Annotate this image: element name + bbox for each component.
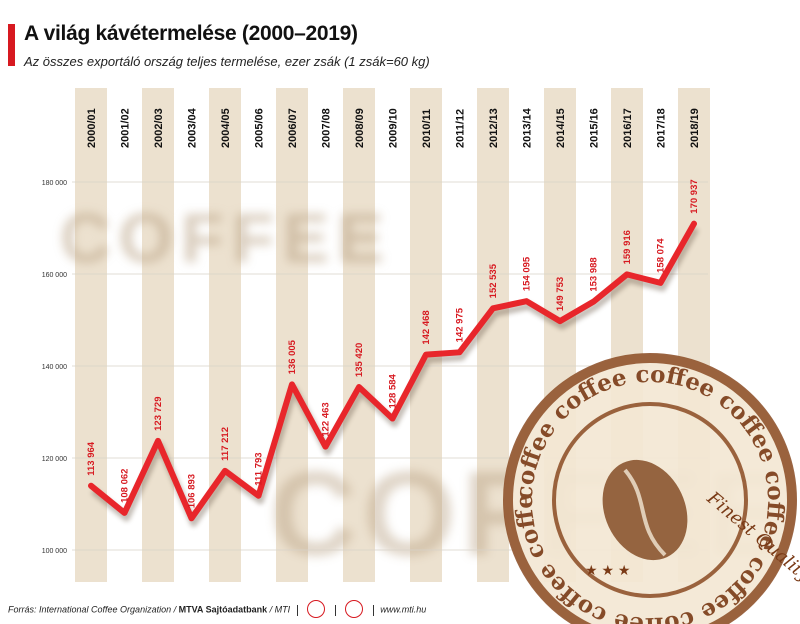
data-label: 111 793 xyxy=(254,452,265,485)
y-tick-label: 180 000 xyxy=(42,180,67,187)
data-label: 152 535 xyxy=(488,263,499,298)
website-link[interactable]: www.mti.hu xyxy=(380,604,427,615)
column-band xyxy=(142,88,174,582)
data-point xyxy=(257,494,260,497)
data-point xyxy=(391,417,394,420)
footer-source: Forrás: International Coffee Organizatio… xyxy=(8,600,427,619)
data-label: 142 468 xyxy=(421,310,432,344)
data-point xyxy=(123,511,126,514)
x-tick-label: 2002/03 xyxy=(153,108,165,148)
series-line-shadow xyxy=(90,226,700,527)
agency-text: MTVA Sajtóadatbank xyxy=(178,604,268,615)
data-point xyxy=(626,273,628,276)
chart-title: A világ kávétermelése (2000–2019) xyxy=(24,22,358,45)
data-label: 128 584 xyxy=(388,373,399,408)
separator xyxy=(334,604,336,616)
data-point xyxy=(324,445,327,448)
background-watermark-text: COFFEE xyxy=(60,199,392,277)
data-label: 159 916 xyxy=(622,230,633,264)
data-label: 158 074 xyxy=(656,238,667,273)
data-label: 113 964 xyxy=(86,441,97,476)
data-label: 135 420 xyxy=(354,343,365,377)
x-tick-label: 2003/04 xyxy=(187,107,199,148)
x-tick-label: 2015/16 xyxy=(589,108,601,148)
y-tick-label: 120 000 xyxy=(42,456,67,463)
column-band xyxy=(276,88,308,582)
header-accent-bar xyxy=(8,24,15,66)
chart-subtitle: Az összes exportáló ország teljes termel… xyxy=(24,54,430,69)
column-band xyxy=(410,88,442,582)
data-label: 117 212 xyxy=(220,427,231,461)
column-band xyxy=(209,88,241,582)
data-point xyxy=(693,222,695,225)
y-tick-label: 140 000 xyxy=(42,364,67,371)
data-point xyxy=(425,353,427,356)
data-label: 153 988 xyxy=(589,257,600,291)
data-label: 108 062 xyxy=(120,469,131,503)
y-tick-label: 100 000 xyxy=(42,548,67,555)
coffee-bean-icon xyxy=(602,459,688,561)
data-point xyxy=(492,307,494,310)
x-tick-label: 2010/11 xyxy=(421,109,433,148)
data-label: 122 463 xyxy=(321,402,332,436)
x-tick-label: 2013/14 xyxy=(522,107,534,148)
x-tick-label: 2018/19 xyxy=(689,108,701,148)
data-point xyxy=(559,320,561,323)
agency2-text: / MTI xyxy=(267,604,291,615)
data-label: 106 893 xyxy=(187,474,198,508)
x-tick-label: 2012/13 xyxy=(488,108,500,148)
mtva-logo-icon xyxy=(307,600,326,618)
mti-logo-icon xyxy=(345,600,364,618)
x-tick-label: 2016/17 xyxy=(622,108,634,148)
coffee-stamp: coffee coffee coffee coffee coffee coffe… xyxy=(500,350,800,624)
source-text: Forrás: International Coffee Organizatio… xyxy=(8,604,179,615)
data-point xyxy=(224,469,226,472)
data-point xyxy=(458,351,461,354)
data-point xyxy=(525,300,528,303)
star-icon: ★ ★ ★ xyxy=(585,562,630,578)
data-point xyxy=(190,517,193,520)
x-tick-label: 2017/18 xyxy=(656,108,668,148)
data-label: 170 937 xyxy=(689,179,700,213)
x-tick-label: 2006/07 xyxy=(287,108,299,148)
separator xyxy=(296,604,298,616)
data-point xyxy=(358,386,360,389)
x-tick-label: 2000/01 xyxy=(86,108,98,148)
separator xyxy=(372,604,374,616)
data-label: 142 975 xyxy=(455,307,466,342)
data-point xyxy=(90,484,92,487)
data-point xyxy=(157,439,159,442)
x-tick-label: 2005/06 xyxy=(254,108,266,148)
x-tick-label: 2011/12 xyxy=(455,109,467,148)
x-tick-label: 2007/08 xyxy=(321,108,333,148)
x-tick-label: 2009/10 xyxy=(388,108,400,148)
data-point xyxy=(291,383,293,386)
x-tick-label: 2014/15 xyxy=(555,108,567,148)
y-tick-label: 160 000 xyxy=(42,272,67,279)
data-point xyxy=(659,281,662,284)
data-label: 123 729 xyxy=(153,397,164,431)
data-label: 154 095 xyxy=(522,256,533,291)
x-tick-label: 2008/09 xyxy=(354,108,366,148)
x-tick-label: 2004/05 xyxy=(220,108,232,148)
column-band xyxy=(75,88,107,582)
column-band xyxy=(343,88,375,582)
data-label: 136 005 xyxy=(287,339,298,374)
data-point xyxy=(592,300,595,303)
x-tick-label: 2001/02 xyxy=(120,108,132,148)
data-label: 149 753 xyxy=(555,277,566,311)
